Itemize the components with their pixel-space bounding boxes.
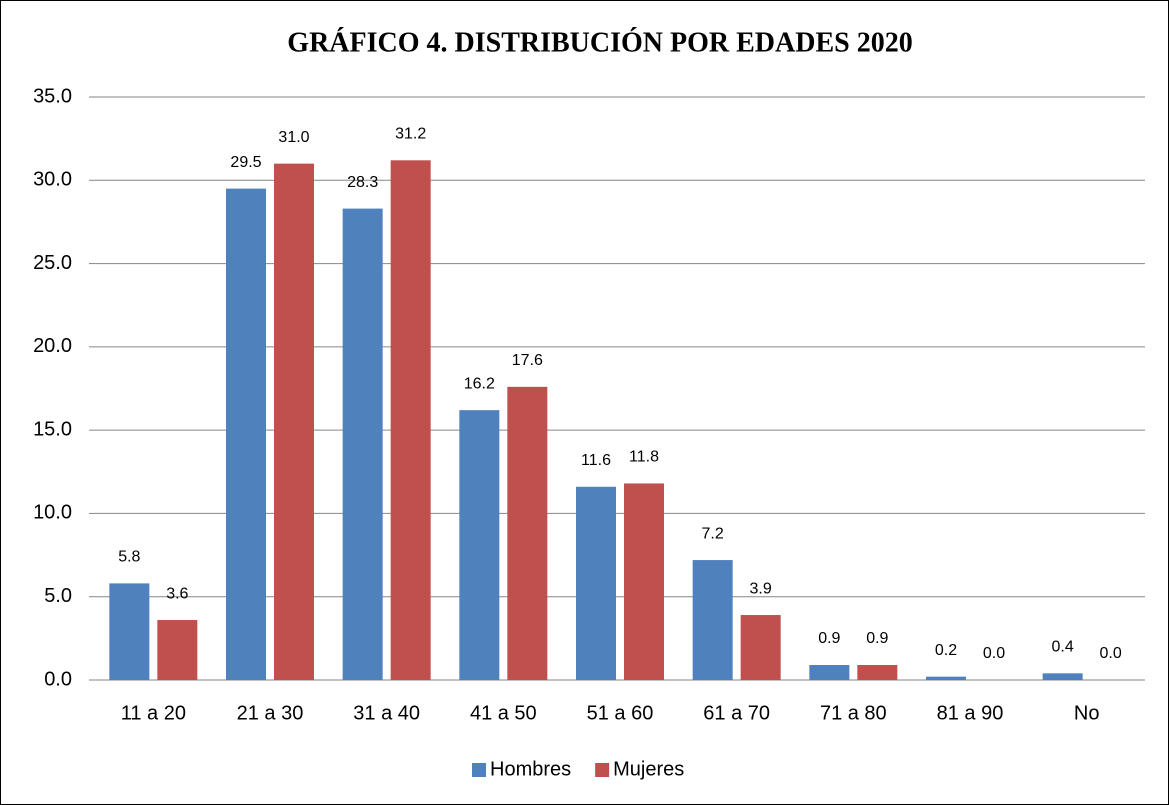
y-tick-label: 5.0 xyxy=(44,585,72,607)
x-tick-label: 81 a 90 xyxy=(937,702,1004,724)
x-tick-label: 51 a 60 xyxy=(587,702,654,724)
bar xyxy=(809,665,850,680)
y-tick-label: 30.0 xyxy=(33,169,72,191)
data-label: 0.2 xyxy=(935,642,957,659)
data-label: 0.9 xyxy=(866,630,888,647)
x-tick-label: 71 a 80 xyxy=(820,702,887,724)
data-label: 31.2 xyxy=(395,126,426,143)
legend-label: Hombres xyxy=(490,758,571,780)
bar xyxy=(624,483,664,680)
bar xyxy=(342,208,383,681)
legend-swatch xyxy=(472,763,486,777)
bar xyxy=(157,620,198,680)
bar xyxy=(1042,673,1083,680)
data-label: 31.0 xyxy=(278,129,309,146)
bar xyxy=(692,560,733,680)
y-tick-label: 10.0 xyxy=(33,502,72,524)
bar xyxy=(274,163,314,681)
x-tick-label: 11 a 20 xyxy=(121,702,186,724)
bar xyxy=(576,486,616,680)
bar xyxy=(857,665,898,680)
data-label: 11.6 xyxy=(581,452,611,469)
bar xyxy=(226,188,266,680)
bar xyxy=(740,615,781,680)
y-tick-label: 25.0 xyxy=(33,252,72,274)
legend-swatch xyxy=(595,763,610,777)
data-label: 7.2 xyxy=(702,525,724,542)
y-tick-label: 0.0 xyxy=(44,668,72,690)
legend-label: Mujeres xyxy=(613,758,684,780)
bar xyxy=(926,676,966,680)
y-tick-label: 35.0 xyxy=(33,85,72,107)
data-label: 28.3 xyxy=(347,174,378,191)
bar xyxy=(390,160,431,681)
y-tick-label: 20.0 xyxy=(33,335,72,357)
data-label: 17.6 xyxy=(512,352,543,369)
bar xyxy=(459,410,500,680)
data-label: 3.9 xyxy=(750,580,772,597)
x-tick-label: 21 a 30 xyxy=(237,702,304,724)
data-label: 3.6 xyxy=(166,585,188,602)
data-label: 0.9 xyxy=(818,630,840,647)
x-tick-label: 61 a 70 xyxy=(703,702,770,724)
data-label: 0.0 xyxy=(983,645,1005,662)
chart-title: GRÁFICO 4. DISTRIBUCIÓN POR EDADES 2020 xyxy=(287,27,912,58)
data-label: 0.0 xyxy=(1100,645,1122,662)
data-label: 11.8 xyxy=(629,449,659,466)
x-tick-label: No xyxy=(1074,702,1100,724)
data-label: 29.5 xyxy=(230,154,261,171)
bar xyxy=(109,583,150,680)
x-tick-label: 31 a 40 xyxy=(353,702,420,724)
data-label: 0.4 xyxy=(1052,639,1074,656)
data-label: 5.8 xyxy=(118,549,140,566)
x-tick-label: 41 a 50 xyxy=(470,702,537,724)
data-label: 16.2 xyxy=(464,375,495,392)
bar xyxy=(507,386,548,680)
y-tick-label: 15.0 xyxy=(33,418,72,440)
